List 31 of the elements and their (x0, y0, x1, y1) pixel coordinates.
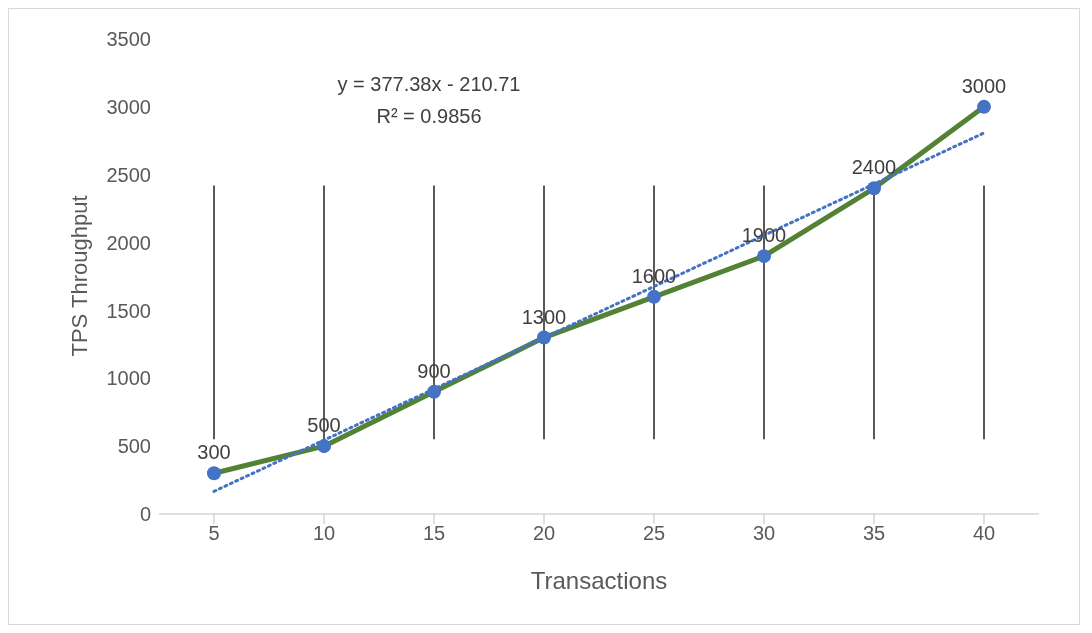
x-tick-label: 35 (862, 522, 886, 545)
y-tick-label: 2000 (106, 231, 151, 254)
point (977, 99, 991, 114)
x-tick-label: 5 (208, 522, 220, 545)
point (867, 181, 881, 196)
annotation: y = 377.38x - 210.71 (337, 73, 521, 95)
y-tick-label: 0 (139, 503, 151, 526)
x-axis-title: Transactions (530, 567, 668, 594)
point (427, 384, 441, 399)
data-label: 300 (197, 441, 231, 464)
point (317, 439, 331, 454)
y-axis-title: TPS Throughput (66, 195, 92, 357)
y-tick-label: 2500 (106, 163, 151, 186)
x-tick-label: 10 (312, 522, 336, 545)
x-tick-label: 30 (752, 522, 776, 545)
y-tick-label: 1500 (106, 299, 151, 322)
point (647, 289, 661, 304)
point (757, 249, 771, 264)
x-tick-label: 40 (972, 522, 996, 545)
annotation: R² = 0.9856 (376, 105, 482, 127)
point (537, 330, 551, 345)
x-tick-label: 20 (532, 522, 556, 545)
y-tick-label: 3500 (106, 28, 151, 51)
x-tick-label: 15 (422, 522, 446, 545)
y-tick-label: 1000 (106, 367, 151, 390)
y-tick-label: 500 (117, 435, 151, 458)
y-tick-label: 3000 (106, 95, 151, 118)
data-label: 2400 (851, 156, 897, 179)
point (207, 466, 221, 481)
x-tick-label: 25 (642, 522, 666, 545)
data-label: 3000 (961, 74, 1007, 97)
